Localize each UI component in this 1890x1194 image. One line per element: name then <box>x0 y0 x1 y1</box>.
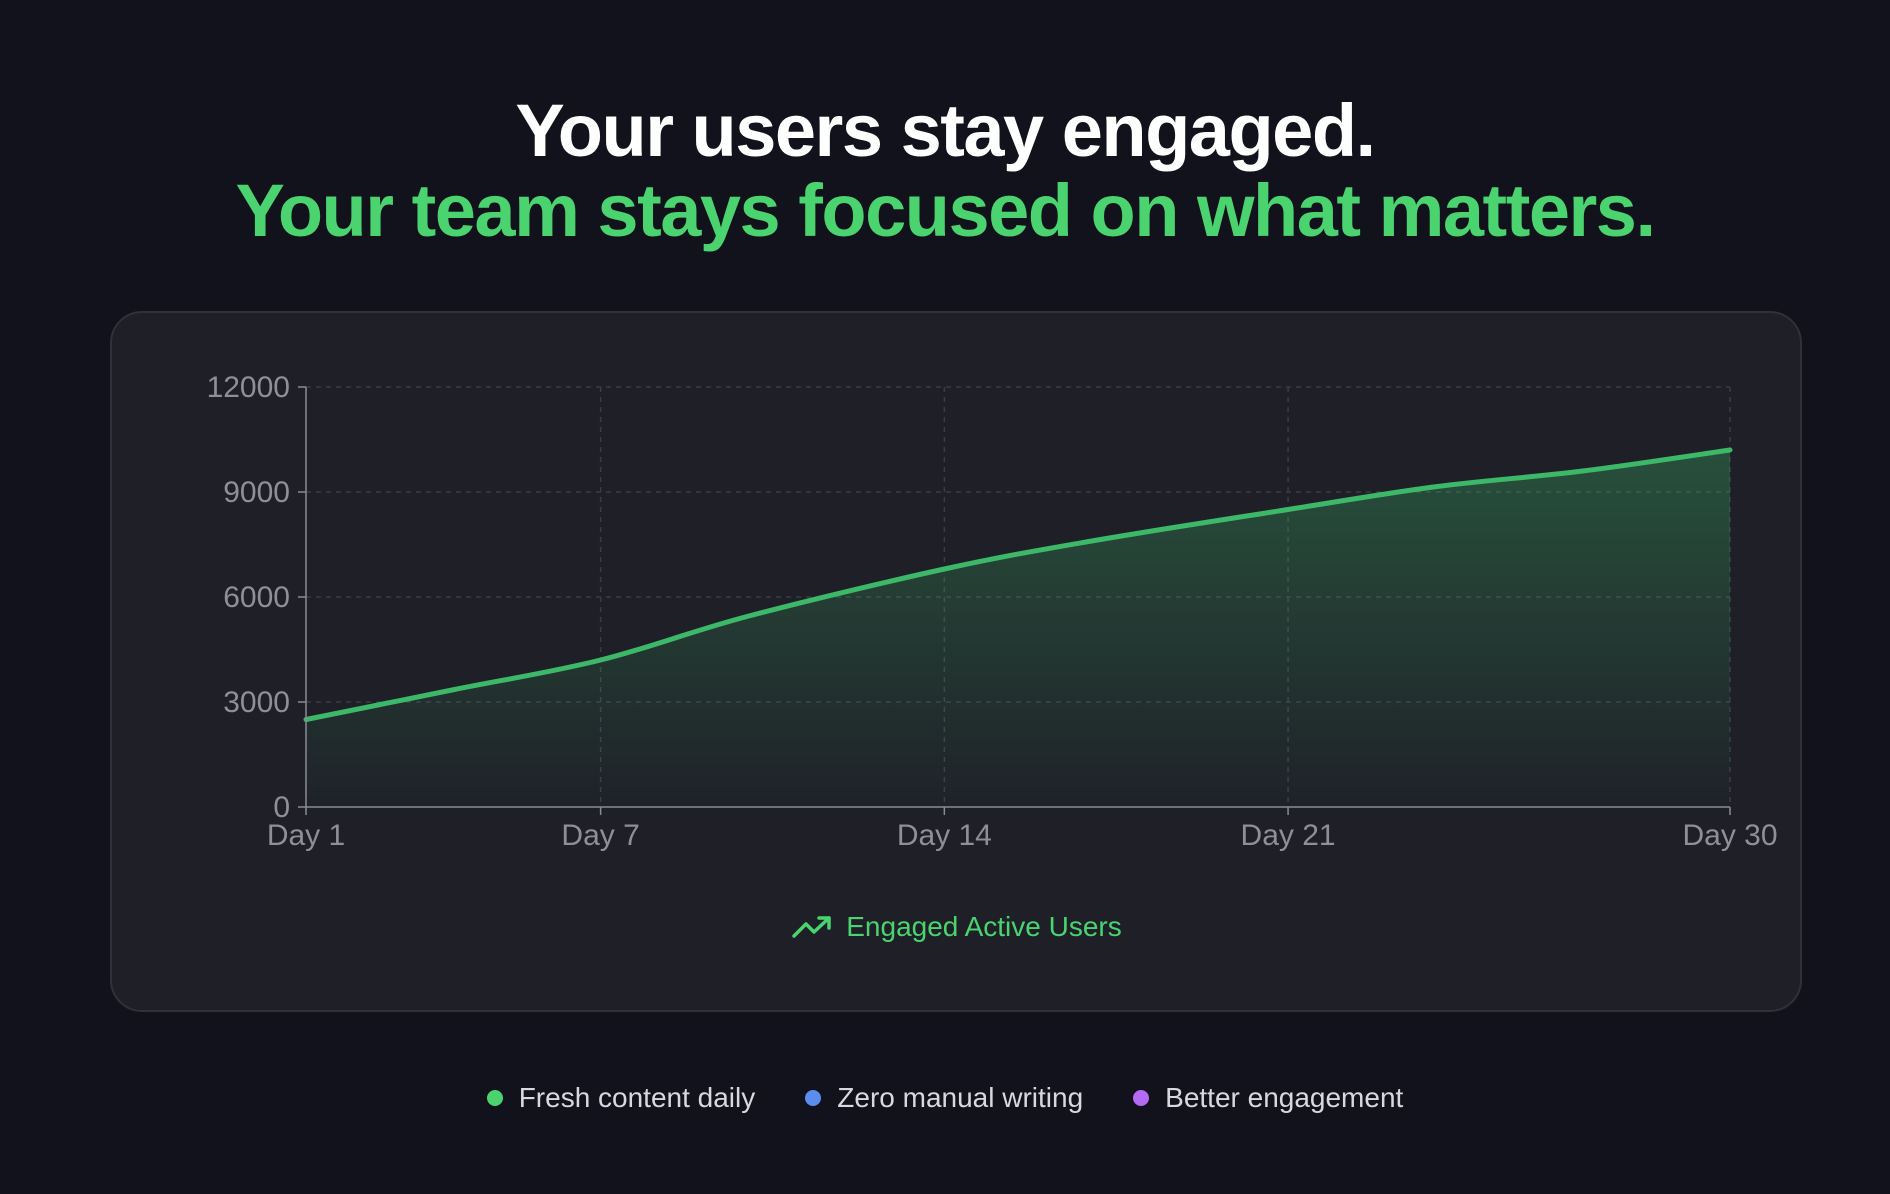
x-tick-label: Day 1 <box>267 819 345 852</box>
feature-label: Zero manual writing <box>837 1082 1084 1113</box>
x-tick-label: Day 14 <box>897 819 992 852</box>
chart-legend[interactable]: Engaged Active Users <box>112 911 1802 943</box>
y-tick-label: 12000 <box>207 371 290 404</box>
headline-secondary: Your team stays focused on what matters. <box>235 169 1656 252</box>
feature-list: Fresh content daily Zero manual writing … <box>0 1082 1890 1114</box>
feature-item-better-engagement: Better engagement <box>1133 1082 1403 1114</box>
series-line-engaged-active-users <box>303 447 1733 722</box>
x-tick-label: Day 30 <box>1682 819 1777 852</box>
chart-card: 0 3000 6000 9000 12000 Day 1 Day 7 Day 14 Day 21… <box>110 311 1802 1012</box>
trending-up-icon <box>792 914 832 940</box>
x-tick-label: Day 21 <box>1241 819 1336 852</box>
legend-label: Engaged Active Users <box>846 911 1122 942</box>
status-dot-green <box>486 1090 503 1106</box>
feature-label: Better engagement <box>1165 1082 1404 1113</box>
y-tick-label: 0 <box>273 791 290 824</box>
status-dot-purple <box>1133 1090 1150 1106</box>
y-tick-label: 3000 <box>223 686 290 719</box>
feature-item-zero-manual: Zero manual writing <box>805 1082 1083 1114</box>
area-chart: 0 3000 6000 9000 12000 Day 1 Day 7 Day 14 Day 21… <box>207 371 1778 852</box>
tick-labels: 0 3000 6000 9000 12000 Day 1 Day 7 Day 14 Day 21… <box>207 371 1778 852</box>
feature-label: Fresh content daily <box>518 1082 756 1113</box>
axes <box>298 386 1731 815</box>
headline-primary: Your users stay engaged. <box>515 89 1376 172</box>
y-tick-label: 6000 <box>223 581 290 614</box>
y-tick-label: 9000 <box>223 476 290 509</box>
x-tick-label: Day 7 <box>561 819 639 852</box>
status-dot-blue <box>805 1090 822 1106</box>
feature-item-fresh-content: Fresh content daily <box>486 1082 756 1114</box>
series-area-fill <box>306 450 1730 807</box>
